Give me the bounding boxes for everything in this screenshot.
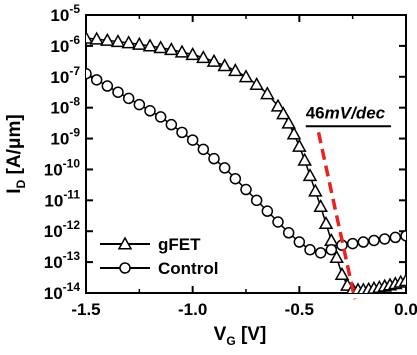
data-point-gfet bbox=[228, 63, 243, 77]
data-point-gfet bbox=[89, 31, 104, 45]
data-point-control bbox=[378, 233, 391, 245]
data-point-gfet bbox=[302, 168, 318, 182]
annotation-label: 46mV/dec bbox=[306, 103, 386, 122]
data-point-control bbox=[165, 118, 178, 131]
data-point-control bbox=[186, 134, 199, 146]
data-point-control bbox=[86, 67, 92, 80]
legend-item-control: Control bbox=[100, 259, 218, 278]
data-point-control bbox=[133, 98, 146, 111]
y-tick-label: 10-12 bbox=[44, 218, 81, 241]
series-gfet bbox=[86, 30, 406, 293]
data-point-gfet bbox=[196, 50, 211, 64]
y-tick-label: 10-14 bbox=[44, 280, 81, 303]
data-point-control bbox=[357, 236, 370, 248]
legend-marker-gfet bbox=[117, 236, 133, 250]
data-point-control bbox=[101, 80, 114, 92]
x-axis-title: VG [V] bbox=[214, 324, 267, 348]
data-point-gfet bbox=[318, 215, 334, 230]
data-point-control bbox=[314, 247, 327, 259]
data-point-gfet bbox=[281, 115, 296, 129]
y-axis-title: ID [A/μm] bbox=[4, 114, 28, 193]
data-point-gfet bbox=[132, 36, 147, 50]
data-point-gfet bbox=[398, 273, 406, 287]
series-line-control bbox=[86, 73, 406, 254]
y-tick-label: 10-8 bbox=[50, 95, 80, 118]
y-tick-label: 10-5 bbox=[50, 2, 80, 25]
x-tick-label: 0.0 bbox=[394, 300, 417, 319]
data-point-gfet bbox=[329, 249, 344, 264]
data-point-gfet bbox=[164, 42, 179, 56]
legend-marker-control bbox=[119, 262, 131, 274]
data-point-gfet bbox=[270, 98, 286, 112]
x-tick-label: -0.5 bbox=[285, 300, 314, 319]
data-point-control bbox=[282, 227, 295, 239]
data-point-control bbox=[90, 74, 103, 86]
data-point-gfet bbox=[297, 152, 312, 166]
y-tick-label: 10-7 bbox=[50, 64, 80, 87]
data-point-control bbox=[208, 152, 220, 165]
plot-frame bbox=[85, 14, 407, 294]
data-point-gfet bbox=[292, 138, 307, 152]
data-point-gfet bbox=[217, 58, 232, 72]
data-point-gfet bbox=[121, 35, 136, 49]
axes: -1.5 -1.0 -0.5 0.0 10-14 10-13 10-12 10-11 10-10… bbox=[4, 2, 417, 348]
y-tick-label: 10-6 bbox=[50, 33, 80, 56]
y-tick-label: 10-9 bbox=[50, 126, 80, 149]
data-point-gfet bbox=[86, 30, 94, 44]
x-tick-label: -1.5 bbox=[71, 300, 100, 319]
data-point-gfet bbox=[324, 232, 339, 247]
x-tick-label: -1.0 bbox=[178, 300, 207, 319]
data-point-control bbox=[250, 194, 263, 207]
data-point-control bbox=[304, 244, 316, 256]
data-point-gfet bbox=[260, 86, 275, 100]
data-point-gfet bbox=[174, 44, 190, 58]
data-point-control bbox=[154, 111, 167, 123]
data-point-gfet bbox=[153, 40, 168, 54]
legend-item-gfet: gFET bbox=[100, 235, 201, 254]
data-point-control bbox=[368, 234, 380, 247]
data-point-control bbox=[261, 205, 274, 217]
data-point-gfet bbox=[276, 106, 291, 120]
slope-line bbox=[316, 132, 357, 300]
series-control bbox=[86, 67, 406, 259]
data-point-control bbox=[293, 236, 306, 248]
data-point-gfet bbox=[334, 266, 350, 281]
data-point-control bbox=[122, 92, 135, 105]
legend: gFET Control bbox=[100, 235, 218, 278]
data-point-control bbox=[272, 216, 284, 228]
data-point-gfet bbox=[249, 76, 264, 91]
data-point-control bbox=[325, 244, 338, 256]
y-tick-label: 10-13 bbox=[44, 249, 81, 272]
data-point-gfet bbox=[238, 69, 254, 83]
data-point-control bbox=[229, 172, 242, 185]
annotation-layer: 46mV/dec bbox=[305, 103, 392, 300]
y-tick-label: 10-11 bbox=[44, 187, 80, 210]
data-point-control bbox=[240, 183, 252, 196]
legend-label-control: Control bbox=[158, 259, 218, 278]
data-point-control bbox=[400, 230, 406, 242]
data-point-control bbox=[218, 162, 231, 174]
data-point-control bbox=[144, 105, 156, 117]
data-point-gfet bbox=[110, 34, 126, 48]
data-point-gfet bbox=[100, 32, 115, 46]
data-point-gfet bbox=[286, 126, 302, 140]
series-layer bbox=[86, 30, 406, 293]
data-point-gfet bbox=[206, 53, 222, 67]
data-point-gfet bbox=[142, 38, 158, 52]
data-point-control bbox=[112, 86, 124, 98]
data-point-control bbox=[197, 143, 210, 156]
data-point-gfet bbox=[308, 183, 323, 197]
data-point-control bbox=[176, 126, 188, 139]
data-point-gfet bbox=[313, 198, 328, 213]
data-point-gfet bbox=[185, 46, 200, 61]
data-point-control bbox=[389, 231, 402, 244]
legend-label-gfet: gFET bbox=[158, 235, 201, 254]
y-tick-label: 10-10 bbox=[44, 156, 81, 179]
data-point-control bbox=[346, 237, 359, 250]
